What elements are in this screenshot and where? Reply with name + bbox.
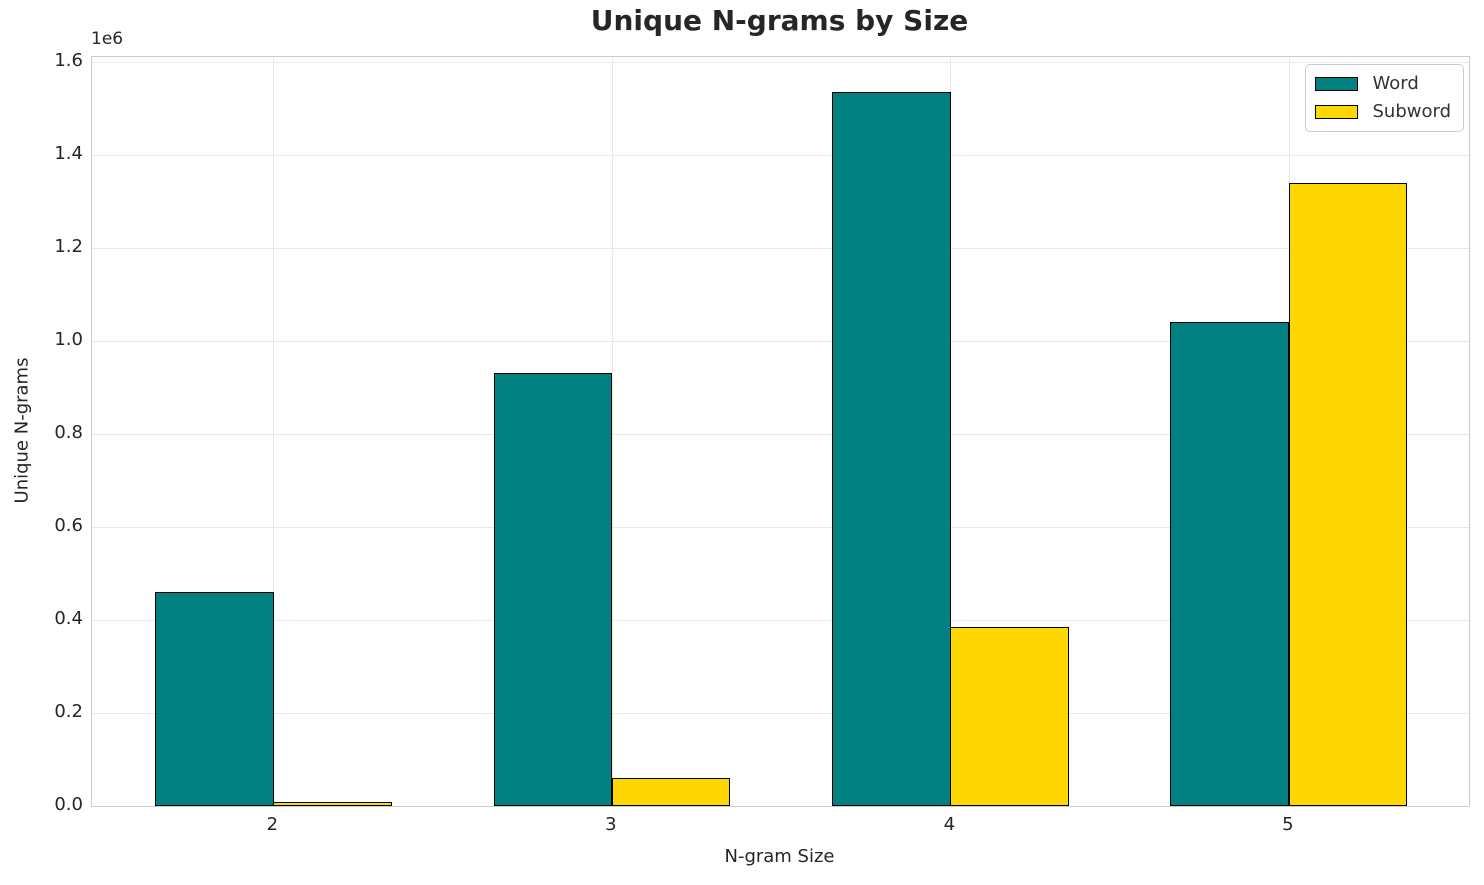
bar-subword-4 xyxy=(950,626,1069,806)
y-tick-label-0.8: 0.8 xyxy=(54,421,83,443)
subword-legend-label: Subword xyxy=(1372,101,1451,122)
y-tick-label-0.6: 0.6 xyxy=(54,514,83,536)
gridline-horizontal-0.8 xyxy=(92,433,1469,435)
x-tick-label-5: 5 xyxy=(1282,814,1294,835)
legend-item-subword: Subword xyxy=(1315,102,1451,122)
bar-word-2 xyxy=(155,592,274,806)
gridline-vertical-4 xyxy=(950,57,952,806)
y-tick-label-1.2: 1.2 xyxy=(54,235,83,257)
y-tick-label-0.4: 0.4 xyxy=(54,607,83,629)
bar-subword-5 xyxy=(1288,182,1408,806)
subword-series-swatch-icon xyxy=(1315,105,1359,119)
gridline-horizontal-1.6 xyxy=(92,61,1469,63)
word-series-swatch-icon xyxy=(1315,77,1359,91)
bar-subword-3 xyxy=(611,778,731,806)
bar-word-5 xyxy=(1170,322,1289,806)
gridline-vertical-3 xyxy=(611,57,613,806)
bar-word-3 xyxy=(493,373,612,806)
x-tick-label-3: 3 xyxy=(605,814,617,835)
x-tick-label-2: 2 xyxy=(266,814,279,835)
legend-item-word: Word xyxy=(1315,74,1451,94)
word-legend-label: Word xyxy=(1372,73,1419,94)
chart-title: Unique N-grams by Size xyxy=(590,4,969,37)
gridline-horizontal-0.6 xyxy=(92,526,1469,528)
bar-subword-2 xyxy=(273,802,392,806)
gridline-horizontal-1.0 xyxy=(92,340,1469,342)
x-tick-label-4: 4 xyxy=(943,814,956,835)
y-axis-offset-label: 1e6 xyxy=(91,29,124,49)
y-tick-label-1.6: 1.6 xyxy=(54,49,83,71)
y-tick-label-1.0: 1.0 xyxy=(54,328,83,350)
x-axis-label: N-gram Size xyxy=(724,846,835,867)
gridline-vertical-2 xyxy=(273,57,275,806)
gridline-horizontal-0.4 xyxy=(92,619,1469,621)
y-tick-label-0.2: 0.2 xyxy=(54,701,83,722)
y-tick-label-0.0: 0.0 xyxy=(54,794,83,815)
gridline-horizontal-1.2 xyxy=(92,247,1469,249)
legend: Word Subword xyxy=(1305,64,1464,132)
gridline-horizontal-0.2 xyxy=(92,713,1469,714)
plot-area: Word Subword xyxy=(91,56,1470,807)
bar-word-4 xyxy=(832,91,951,806)
gridline-horizontal-1.4 xyxy=(92,154,1469,156)
y-tick-label-1.4: 1.4 xyxy=(54,142,83,164)
